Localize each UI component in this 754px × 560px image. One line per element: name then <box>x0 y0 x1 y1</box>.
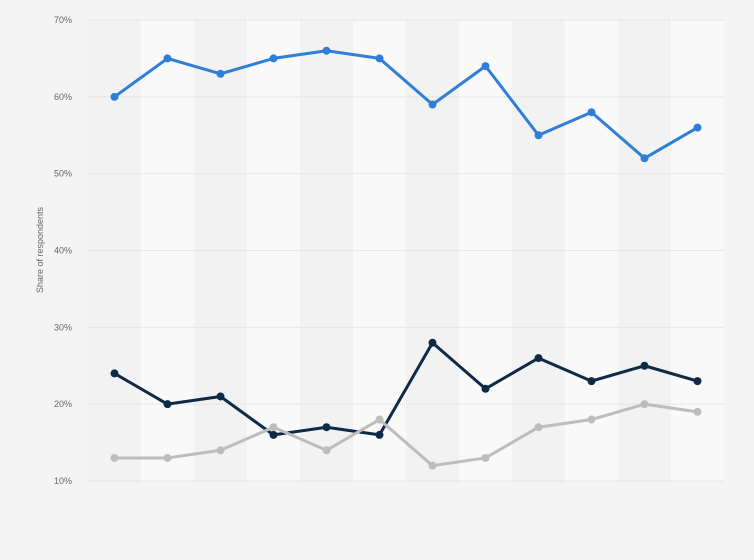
column-band <box>671 20 724 481</box>
data-point <box>693 123 702 132</box>
series-1 <box>110 46 702 163</box>
data-point <box>375 54 384 63</box>
data-point <box>322 423 331 432</box>
series-line <box>113 341 698 437</box>
series-line <box>113 49 699 160</box>
y-tick-label: 70% <box>54 15 72 25</box>
data-point <box>534 131 543 140</box>
data-point <box>269 423 278 432</box>
y-tick-label: 30% <box>54 322 72 332</box>
data-point <box>428 338 437 347</box>
data-point <box>163 400 172 409</box>
data-point <box>216 446 225 455</box>
data-point <box>322 46 331 55</box>
data-point <box>693 407 702 416</box>
data-point <box>640 154 649 163</box>
data-point <box>110 92 119 101</box>
data-point <box>587 415 596 424</box>
data-point <box>428 461 437 470</box>
data-point <box>375 430 384 439</box>
data-point <box>163 54 172 63</box>
data-point <box>216 69 225 78</box>
data-point <box>269 54 278 63</box>
series-line <box>114 402 698 468</box>
data-point <box>534 423 543 432</box>
series-2 <box>110 338 702 439</box>
y-tick-label: 40% <box>54 246 72 256</box>
data-point <box>640 361 649 370</box>
y-axis-label: Share of respondents <box>35 206 45 293</box>
data-point <box>481 384 490 393</box>
data-point <box>481 62 490 71</box>
y-tick-label: 50% <box>54 169 72 179</box>
data-point <box>216 392 225 401</box>
data-point <box>534 354 543 363</box>
column-band <box>459 20 512 481</box>
data-point <box>693 377 702 386</box>
data-point <box>375 415 384 424</box>
y-tick-label: 60% <box>54 92 72 102</box>
data-point <box>163 453 172 462</box>
data-point <box>322 446 331 455</box>
data-point <box>481 453 490 462</box>
y-tick-label: 10% <box>54 476 72 486</box>
column-band <box>565 20 618 481</box>
series-3 <box>110 400 702 470</box>
data-point <box>110 453 119 462</box>
y-tick-label: 20% <box>54 399 72 409</box>
data-point <box>587 108 596 117</box>
data-point <box>640 400 649 409</box>
data-point <box>269 430 278 439</box>
data-point <box>428 100 437 109</box>
column-band <box>247 20 300 481</box>
data-point <box>587 377 596 386</box>
data-point <box>110 369 119 378</box>
